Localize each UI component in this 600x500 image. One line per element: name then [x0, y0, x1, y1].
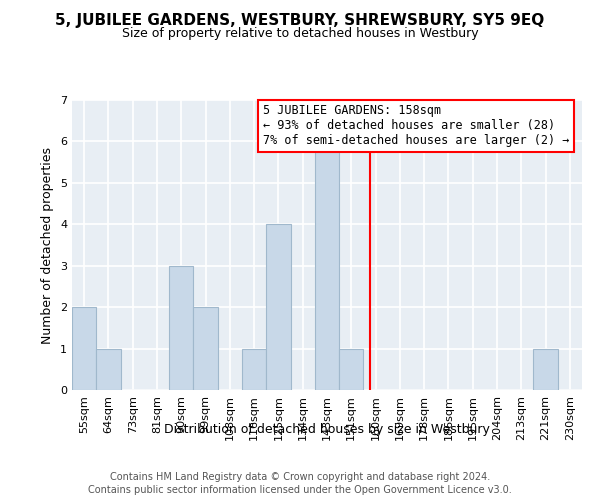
Text: Contains HM Land Registry data © Crown copyright and database right 2024.: Contains HM Land Registry data © Crown c… [110, 472, 490, 482]
Bar [193, 307, 218, 390]
Text: 5 JUBILEE GARDENS: 158sqm
← 93% of detached houses are smaller (28)
7% of semi-d: 5 JUBILEE GARDENS: 158sqm ← 93% of detac… [263, 104, 569, 148]
Bar [72, 307, 96, 390]
Bar [533, 348, 558, 390]
Text: Size of property relative to detached houses in Westbury: Size of property relative to detached ho… [122, 28, 478, 40]
Y-axis label: Number of detached properties: Number of detached properties [41, 146, 55, 344]
Bar [96, 348, 121, 390]
Bar [315, 142, 339, 390]
Bar [169, 266, 193, 390]
Text: Distribution of detached houses by size in Westbury: Distribution of detached houses by size … [164, 422, 490, 436]
Bar [339, 348, 364, 390]
Bar [242, 348, 266, 390]
Text: Contains public sector information licensed under the Open Government Licence v3: Contains public sector information licen… [88, 485, 512, 495]
Text: 5, JUBILEE GARDENS, WESTBURY, SHREWSBURY, SY5 9EQ: 5, JUBILEE GARDENS, WESTBURY, SHREWSBURY… [55, 12, 545, 28]
Bar [266, 224, 290, 390]
